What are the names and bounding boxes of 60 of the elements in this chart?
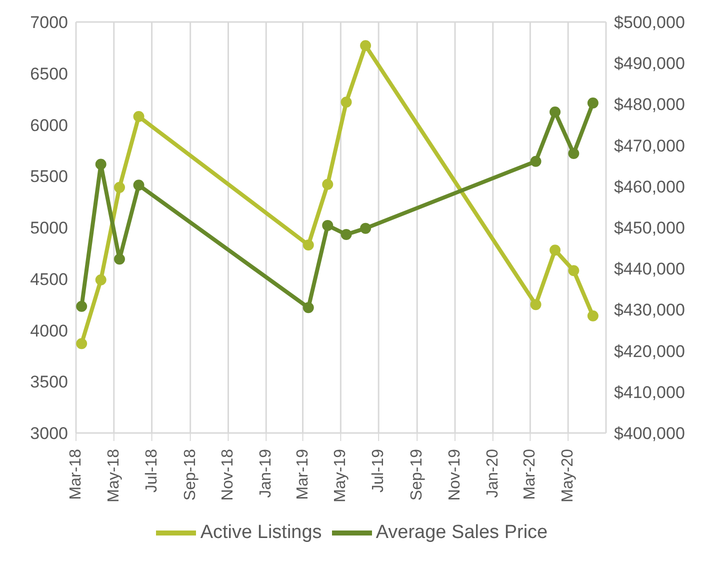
point	[340, 96, 352, 108]
y2-tick-label: $470,000	[614, 136, 685, 156]
x-tick-label: Nov-19	[446, 448, 464, 501]
legend-label: Average Sales Price	[376, 522, 548, 544]
x-tick-label: May-19	[332, 448, 350, 502]
x-tick-label: Jul-19	[370, 448, 388, 493]
point	[568, 265, 580, 276]
x-tick-label: Mar-19	[294, 448, 312, 500]
y-tick-label: 4000	[30, 321, 68, 340]
y2-tick-label: $440,000	[614, 260, 685, 279]
point	[95, 158, 106, 170]
point	[550, 106, 561, 118]
y-tick-label: 5500	[30, 167, 68, 186]
point	[133, 111, 144, 122]
x-tick-label: May-18	[105, 448, 122, 502]
x-tick-label: Mar-20	[522, 448, 539, 500]
point	[322, 178, 334, 190]
y2-tick-label: $450,000	[614, 218, 685, 238]
point	[550, 244, 561, 256]
x-tick-label: Jan-20	[484, 448, 502, 498]
x-tick-label: Jan-19	[258, 448, 275, 498]
point	[587, 310, 598, 322]
x-tick-label: May-20	[560, 448, 577, 502]
x-tick-label: Sep-19	[408, 448, 426, 501]
x-tick-label: Jul-18	[143, 448, 160, 493]
x-tick-label: Sep-18	[182, 448, 199, 501]
y2-tick-label: $490,000	[614, 54, 685, 74]
y2-tick-label: $480,000	[614, 95, 685, 114]
point	[76, 300, 88, 312]
y2-tick-label: $400,000	[614, 424, 685, 444]
point	[360, 222, 372, 234]
point	[76, 338, 88, 350]
point	[568, 148, 580, 160]
y-tick-label: 4500	[30, 270, 68, 289]
y2-tick-label: $500,000	[614, 13, 685, 32]
y2-tick-label: $420,000	[614, 342, 685, 361]
y-tick-label: 6500	[30, 64, 68, 84]
y2-tick-label: $430,000	[614, 300, 685, 320]
point	[114, 182, 125, 193]
y-tick-label: 5000	[30, 218, 68, 238]
x-tick-label: Mar-18	[68, 448, 84, 500]
y-tick-label: 3500	[30, 372, 68, 392]
point	[302, 302, 314, 314]
y-tick-label: 3000	[30, 424, 68, 444]
point	[133, 180, 144, 191]
y2-tick-label: $460,000	[614, 177, 685, 196]
point	[530, 299, 542, 310]
y-tick-label: 6000	[30, 116, 68, 135]
point	[530, 156, 542, 167]
point	[322, 220, 334, 231]
y2-tick-label: $410,000	[614, 382, 685, 402]
point	[302, 239, 314, 250]
point	[340, 228, 352, 240]
point	[95, 274, 106, 286]
point	[360, 40, 372, 52]
point	[587, 97, 598, 108]
point	[114, 254, 125, 265]
legend-label: Active Listings	[200, 522, 322, 544]
x-tick-label: Nov-18	[220, 448, 237, 501]
y-tick-label: 7000	[30, 13, 68, 32]
